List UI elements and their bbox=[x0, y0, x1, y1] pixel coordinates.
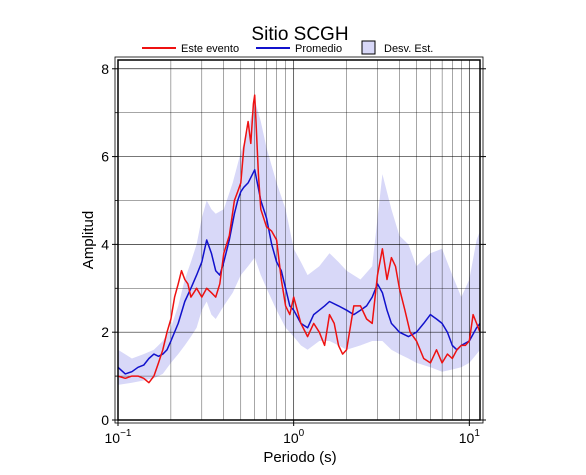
y-axis-title: Amplitud bbox=[80, 211, 97, 269]
chart-title: Sitio SCGH bbox=[251, 24, 348, 45]
chart-legend: Este evento Promedio Desv. Est. bbox=[142, 40, 433, 55]
x-tick-label: 10−1 bbox=[105, 428, 132, 446]
y-tick-label: 8 bbox=[101, 61, 109, 77]
series-line-mean bbox=[117, 169, 481, 375]
series-line-event bbox=[117, 94, 481, 384]
plot-frame-outer bbox=[114, 56, 484, 424]
y-tick-label: 2 bbox=[101, 324, 109, 340]
plot-area: 0 2 4 6 8 10−1 100 101 bbox=[101, 56, 486, 446]
legend-label-event: Este evento bbox=[181, 43, 239, 55]
x-tick-label: 100 bbox=[283, 428, 305, 446]
x-tick-label: 101 bbox=[459, 428, 481, 446]
std-band bbox=[118, 99, 480, 385]
legend-label-mean: Promedio bbox=[295, 43, 342, 55]
y-tick-label: 4 bbox=[101, 236, 109, 252]
y-tick-label: 6 bbox=[101, 149, 109, 165]
plot-frame bbox=[117, 59, 481, 421]
legend-label-std: Desv. Est. bbox=[384, 43, 433, 55]
x-axis-title: Periodo (s) bbox=[263, 449, 336, 466]
y-tick-label: 0 bbox=[101, 412, 109, 428]
legend-swatch-std bbox=[361, 40, 376, 55]
